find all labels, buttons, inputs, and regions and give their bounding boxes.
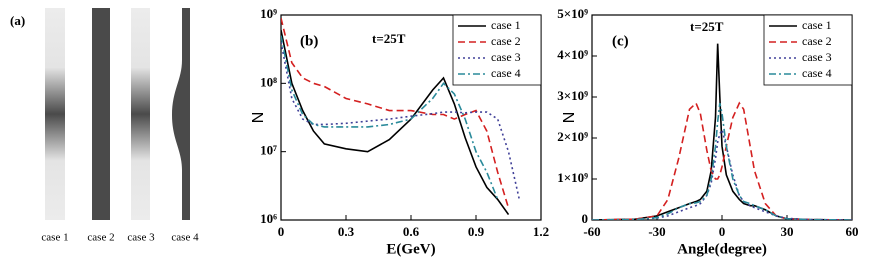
legend-label: case 1: [802, 18, 832, 32]
y-tick-label: 5×10⁹: [557, 6, 588, 21]
legend-label: case 4: [802, 66, 832, 80]
series-line: [592, 43, 852, 220]
panel-label: (b): [300, 33, 318, 49]
x-tick-label: 0.6: [403, 224, 420, 239]
stripe: [172, 8, 190, 220]
panel-label: (a): [10, 13, 25, 28]
legend-label: case 3: [491, 50, 521, 64]
y-tick-label: 1×10⁹: [557, 170, 588, 185]
panel-a: (a) case 1 case 2 case 3 case 4: [10, 8, 199, 244]
stripe: [131, 8, 150, 220]
series-line: [281, 17, 510, 209]
series-line: [592, 101, 852, 220]
y-tick-label: 2×10⁹: [557, 129, 588, 144]
series-line: [281, 35, 499, 200]
y-axis-label: N: [250, 112, 267, 124]
legend-label: case 4: [491, 66, 521, 80]
annotation: t=25T: [690, 19, 724, 34]
x-tick-label: 0.3: [338, 224, 355, 239]
y-tick-label: 0: [582, 211, 589, 226]
case-label: case 2: [87, 232, 114, 244]
x-tick-label: 0: [278, 224, 285, 239]
x-tick-label: 60: [846, 224, 859, 239]
legend-label: case 2: [491, 34, 521, 48]
x-tick-label: 30: [781, 224, 794, 239]
x-axis-label: E(GeV): [386, 241, 435, 257]
x-tick-label: 0: [719, 224, 726, 239]
case-label: case 1: [41, 232, 68, 244]
stripe: [92, 8, 110, 220]
y-tick-label: 3×10⁹: [557, 88, 588, 103]
y-axis-label: N: [561, 112, 578, 124]
x-tick-label: 1.2: [533, 224, 549, 239]
series-line: [592, 102, 852, 220]
chart: -60 -30 0 30 60 0 1×10⁹ 2×10⁹ 3×10⁹ 4×10⁹ 5×10⁹ Ang…: [557, 6, 858, 257]
panel-label: (c): [612, 33, 629, 49]
y-tick-label: 4×10⁹: [557, 47, 588, 62]
x-tick-label: 0.9: [468, 224, 485, 239]
x-tick-label: -60: [583, 224, 600, 239]
y-tick-label: 10⁹: [260, 6, 277, 21]
y-tick-label: 10⁷: [260, 143, 277, 158]
x-tick-label: -30: [648, 224, 665, 239]
stripe: [45, 8, 65, 220]
case-label: case 3: [127, 232, 155, 244]
legend-label: case 1: [491, 18, 521, 32]
y-tick-label: 10⁸: [260, 74, 277, 89]
chart: 0 0.3 0.6 0.9 1.2 10⁶ 10⁷ 10⁸ 10⁹ E(GeV) N (b) t=25T…: [250, 6, 549, 257]
legend-label: case 3: [802, 50, 832, 64]
case-label: case 4: [171, 232, 199, 244]
legend-label: case 2: [802, 34, 832, 48]
y-tick-label: 10⁶: [260, 211, 277, 226]
annotation: t=25T: [372, 31, 406, 46]
x-axis-label: Angle(degree): [677, 241, 767, 257]
